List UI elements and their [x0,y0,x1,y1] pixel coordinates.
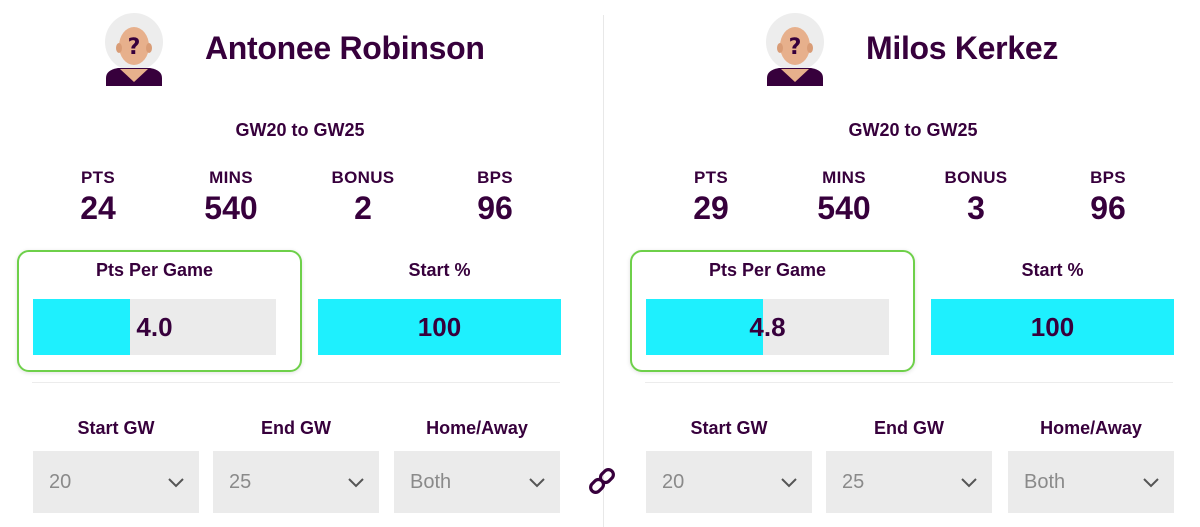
stat-value: 96 [1090,190,1126,226]
section-divider [645,382,1173,383]
stat-label: BPS [477,168,513,187]
player-name: Milos Kerkez [866,30,1059,66]
stat-label: MINS [209,168,253,187]
stat-value: 24 [80,190,116,226]
stat-label: BONUS [331,168,395,187]
start-pct-label: Start % [1021,260,1084,280]
start-gw-label: Start GW [690,418,768,438]
link-icon[interactable] [586,465,618,497]
start-gw-select[interactable]: 20 [33,451,199,513]
ppg-label: Pts Per Game [95,260,214,280]
stat-mins: MINS 540 [166,168,296,227]
stat-value: 540 [204,190,258,226]
start-pct-meter: 100 [931,299,1174,355]
stat-bonus: BONUS 2 [298,168,428,227]
stat-bps: BPS 96 [430,168,560,227]
ppg-meter-fill [33,299,131,355]
chevron-down-icon [1143,478,1159,488]
start-gw-select[interactable]: 20 [646,451,812,513]
stat-label: MINS [822,168,866,187]
stat-value: 29 [693,190,729,226]
start-gw-label: Start GW [77,418,155,438]
svg-text:?: ? [789,35,802,60]
start-pct-meter-fill [931,299,1174,355]
ppg-meter: 4.8 [646,299,889,355]
stat-label: PTS [81,168,115,187]
ppg-meter: 4.0 [33,299,276,355]
ppg-meter-fill [646,299,763,355]
stat-label: BPS [1090,168,1126,187]
start-pct-value: 100 [1030,311,1075,342]
section-divider [32,382,560,383]
ppg-value: 4.0 [136,311,173,342]
unknown-player-icon: ? [766,13,824,86]
end-gw-label: End GW [874,418,944,438]
end-gw-value: 25 [842,470,865,493]
chevron-down-icon [168,478,184,488]
player-name: Antonee Robinson [205,30,485,66]
start-pct-meter: 100 [318,299,561,355]
stat-value: 2 [354,190,372,226]
stat-bps: BPS 96 [1043,168,1173,227]
end-gw-label: End GW [261,418,331,438]
chevron-down-icon [529,478,545,488]
end-gw-value: 25 [229,470,252,493]
home-away-select[interactable]: Both [394,451,560,513]
ppg-highlight-box [17,250,302,372]
home-away-label: Home/Away [1040,418,1142,438]
unknown-player-icon: ? [105,13,163,86]
stat-mins: MINS 540 [779,168,909,227]
stat-label: PTS [694,168,728,187]
start-pct-value: 100 [417,311,462,342]
end-gw-select[interactable]: 25 [213,451,379,513]
ppg-value: 4.8 [749,311,786,342]
home-away-value: Both [410,470,452,493]
stat-value: 3 [967,190,985,226]
stat-value: 96 [477,190,513,226]
stat-bonus: BONUS 3 [911,168,1041,227]
home-away-label: Home/Away [426,418,528,438]
home-away-value: Both [1024,470,1066,493]
ppg-label: Pts Per Game [708,260,827,280]
stat-pts: PTS 24 [33,168,163,227]
stat-value: 540 [817,190,871,226]
stat-pts: PTS 29 [646,168,776,227]
player-panel-left: ? Antonee Robinson GW20 to GW25 PTS 24 M… [17,0,580,527]
stat-label: BONUS [944,168,1008,187]
chevron-down-icon [781,478,797,488]
start-gw-value: 20 [49,470,72,493]
svg-text:?: ? [128,35,141,60]
start-pct-label: Start % [408,260,471,280]
start-gw-value: 20 [662,470,685,493]
end-gw-select[interactable]: 25 [826,451,992,513]
chevron-down-icon [348,478,364,488]
ppg-highlight-box [630,250,915,372]
chevron-down-icon [961,478,977,488]
gameweek-range: GW20 to GW25 [235,120,365,140]
start-pct-meter-fill [318,299,561,355]
panel-divider [603,15,604,527]
gameweek-range: GW20 to GW25 [848,120,978,140]
home-away-select[interactable]: Both [1008,451,1174,513]
player-panel-right: ? Milos Kerkez GW20 to GW25 PTS 29 MINS … [630,0,1193,527]
